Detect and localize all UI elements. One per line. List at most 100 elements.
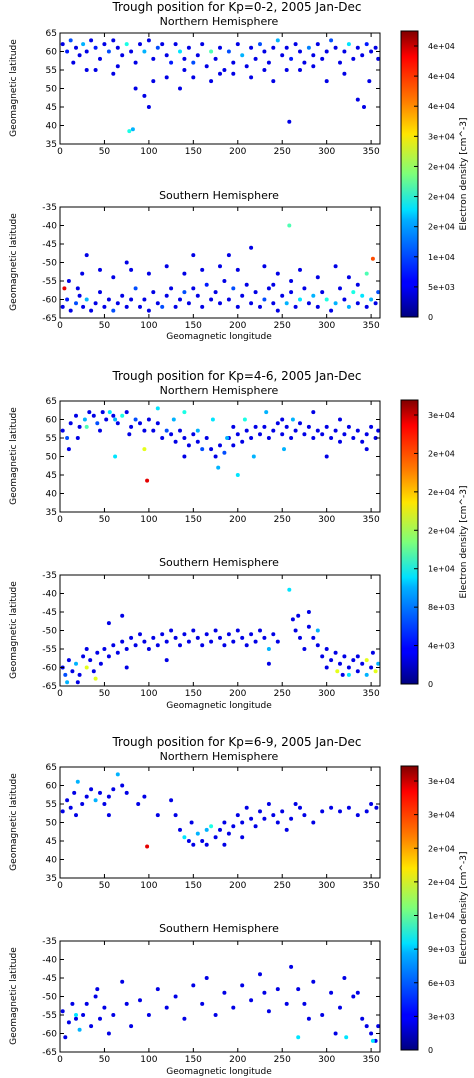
scatter-point	[226, 632, 231, 637]
scatter-point	[360, 661, 365, 666]
scatter-point	[106, 794, 111, 799]
scatter-point	[106, 1031, 111, 1036]
scatter-point	[209, 639, 214, 644]
colorbar-tick-label: 4e+03	[428, 642, 455, 651]
scatter-point	[342, 432, 347, 437]
scatter-point	[169, 628, 174, 633]
scatter-point	[302, 286, 307, 291]
scatter-point	[142, 49, 147, 54]
scatter-point	[302, 432, 307, 437]
scatter-point	[111, 275, 116, 280]
scatter-point	[235, 473, 240, 477]
scatter-point	[129, 297, 134, 302]
y-axis-label: Geomagnetic latitude	[9, 581, 19, 679]
scatter-point	[142, 639, 147, 644]
scatter-point	[74, 45, 78, 50]
colorbar-tick-label: 0	[428, 1046, 433, 1055]
scatter-point	[271, 45, 276, 50]
y-tick-label: -65	[42, 1048, 57, 1058]
scatter-point	[146, 271, 151, 276]
colorbar-gradient	[400, 765, 419, 1051]
scatter-point	[138, 998, 142, 1003]
scatter-point	[111, 643, 116, 648]
scatter-point	[75, 779, 80, 784]
scatter-point	[164, 428, 169, 433]
scatter-point	[191, 842, 196, 847]
figure-2: Trough position for Kp=4-6, 2005 Jan-Dec…	[9, 369, 469, 711]
scatter-point	[106, 621, 111, 626]
scatter-point	[186, 639, 191, 644]
y-tick-label: 35	[46, 874, 57, 884]
y-tick-label: -35	[42, 937, 57, 947]
scatter-point	[164, 658, 169, 663]
scatter-point	[218, 45, 222, 50]
scatter-point	[213, 1013, 218, 1017]
scatter-point	[213, 290, 218, 295]
scatter-point	[298, 635, 302, 640]
x-tick-label: 350	[363, 689, 380, 699]
colorbar-tick-label: 3e+04	[428, 777, 455, 786]
scatter-point	[77, 53, 82, 58]
scatter-point	[329, 38, 334, 43]
scatter-point	[351, 994, 356, 999]
colorbar-tick-label: 3e+03	[428, 1012, 455, 1021]
x-tick-label: 300	[318, 321, 335, 331]
scatter-point	[81, 654, 86, 659]
scatter-point	[342, 654, 347, 659]
scatter-point	[191, 432, 196, 437]
scatter-point	[364, 42, 369, 47]
y-tick-label: 40	[46, 856, 58, 866]
scatter-point	[155, 987, 160, 992]
scatter-point	[293, 304, 298, 309]
scatter-point	[70, 1001, 75, 1006]
scatter-point	[74, 301, 78, 306]
scatter-point	[351, 658, 356, 663]
scatter-point	[95, 650, 100, 655]
scatter-point	[360, 53, 365, 58]
scatter-point	[262, 424, 267, 429]
y-tick-label: -45	[42, 974, 57, 984]
scatter-point	[282, 447, 286, 452]
scatter-point	[231, 824, 236, 829]
scatter-point	[355, 45, 360, 50]
scatter-point	[102, 802, 107, 806]
y-tick-label: 50	[46, 453, 58, 463]
scatter-point	[209, 79, 214, 84]
x-tick-label: 200	[229, 689, 246, 699]
scatter-point	[306, 624, 311, 629]
scatter-point	[376, 428, 381, 433]
scatter-point	[253, 639, 258, 644]
y-tick-label: -45	[42, 608, 57, 618]
scatter-point	[329, 436, 334, 440]
y-tick-label: -60	[42, 664, 57, 674]
x-tick-label: 100	[140, 321, 157, 331]
scatter-point	[289, 290, 294, 295]
x-tick-label: 50	[99, 321, 111, 331]
scatter-point	[244, 805, 249, 810]
colorbar-tick-label: 6e+03	[428, 979, 455, 988]
x-tick-label: 300	[318, 147, 335, 157]
colorbar-tick-label: 8e+03	[428, 603, 455, 612]
scatter-point	[191, 253, 196, 258]
x-tick-label: 250	[274, 881, 291, 891]
panel-subtitle: Northern Hemisphere	[160, 750, 279, 763]
scatter-point	[191, 75, 196, 80]
scatter-point	[240, 835, 245, 840]
scatter-point	[315, 275, 320, 280]
scatter-point	[89, 38, 94, 43]
scatter-point	[290, 617, 295, 622]
colorbar-tick-label: 1e+04	[428, 565, 455, 574]
scatter-point	[169, 60, 174, 65]
scatter-point	[164, 264, 169, 269]
scatter-point	[262, 49, 267, 54]
scatter-point	[275, 308, 280, 313]
scatter-point	[74, 813, 78, 818]
scatter-point	[298, 805, 302, 810]
scatter-point	[311, 293, 316, 298]
scatter-point	[320, 432, 325, 437]
scatter-point	[222, 279, 227, 283]
scatter-point	[346, 424, 351, 429]
scatter-point	[329, 990, 334, 995]
colorbar-tick-label: 2e+04	[428, 526, 455, 535]
scatter-point	[374, 805, 379, 810]
